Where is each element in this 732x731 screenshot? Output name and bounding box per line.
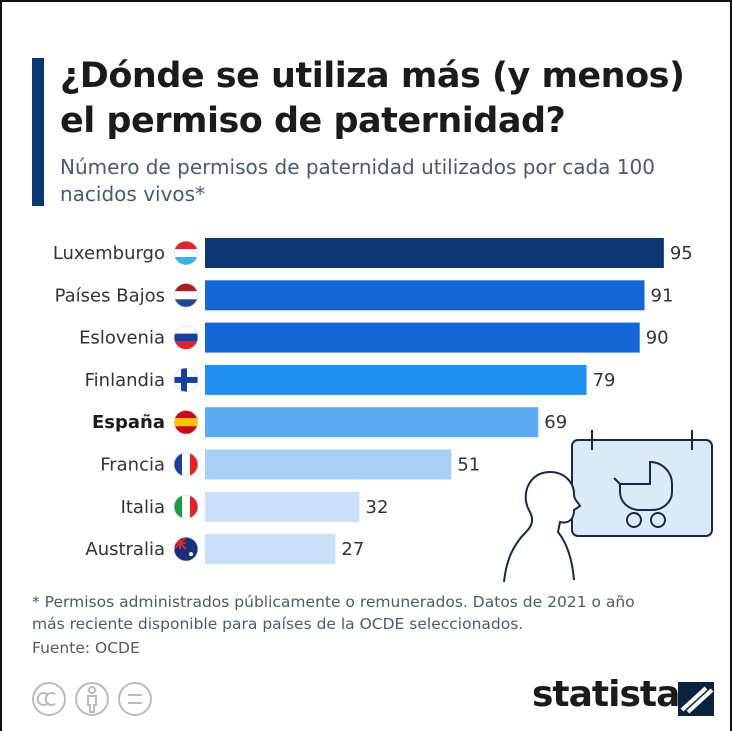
category-label: Luxemburgo: [53, 243, 165, 264]
flag-stripe: [174, 333, 198, 342]
flag-stripe: [182, 452, 190, 477]
flag: [174, 410, 198, 435]
brand-mark: [678, 682, 714, 716]
category-label: Finlandia: [85, 370, 165, 391]
source: Fuente: OCDE: [32, 639, 140, 657]
flag-stripe: [190, 452, 198, 477]
flag-stripe: [174, 257, 198, 265]
flag: [174, 325, 198, 350]
value-label: 91: [651, 285, 674, 306]
flag-stripe: [174, 291, 198, 300]
flag-cross: [174, 537, 187, 550]
flag-stripe: [174, 418, 198, 427]
category-label: Países Bajos: [55, 285, 165, 306]
flag: [174, 452, 198, 477]
bar: [205, 322, 640, 353]
flag-stripe: [174, 283, 198, 292]
flag-stripe: [174, 249, 198, 257]
flag-stripe: [174, 341, 198, 350]
category-label: España: [92, 412, 165, 433]
flag: [174, 367, 198, 392]
brand-logo: statista: [532, 674, 680, 715]
value-label: 27: [341, 539, 364, 560]
bar: [205, 280, 645, 311]
value-label: 51: [457, 455, 480, 476]
bar: [205, 364, 587, 395]
flag-stripe: [174, 241, 198, 249]
flag-star: [189, 552, 193, 557]
flag-cross: [181, 367, 187, 392]
illustration: [503, 430, 713, 583]
category-label: Italia: [121, 497, 165, 518]
flag: [174, 494, 198, 519]
flag-stripe: [190, 494, 198, 519]
bar: [205, 534, 336, 565]
category-label: Francia: [100, 455, 165, 476]
footnote: * Permisos administrados públicamente o …: [32, 593, 635, 633]
bar: [205, 407, 539, 438]
accent-bar: [32, 58, 44, 206]
bar: [205, 491, 360, 522]
flag-stripe: [174, 299, 198, 308]
flag: [174, 283, 198, 308]
category-label: Eslovenia: [79, 328, 165, 349]
bar: [205, 238, 664, 268]
flag-stripe: [174, 325, 198, 334]
flag: [174, 537, 198, 562]
category-label: Australia: [85, 539, 165, 560]
flag-stripe: [174, 410, 198, 419]
license-icons: [32, 682, 152, 716]
flag-stripe: [174, 452, 182, 477]
value-label: 90: [646, 328, 669, 349]
chart-title: ¿Dónde se utiliza más (y menos) el permi…: [60, 56, 685, 141]
chart-subtitle: Número de permisos de paternidad utiliza…: [60, 155, 655, 206]
flag: [174, 241, 198, 265]
value-label: 79: [593, 370, 616, 391]
flag-stripe: [182, 494, 190, 519]
bar: [205, 449, 452, 480]
flag-stripe: [174, 494, 182, 519]
value-label: 69: [544, 412, 567, 433]
value-label: 95: [670, 243, 693, 264]
value-label: 32: [366, 497, 389, 518]
flag-stripe: [174, 426, 198, 435]
